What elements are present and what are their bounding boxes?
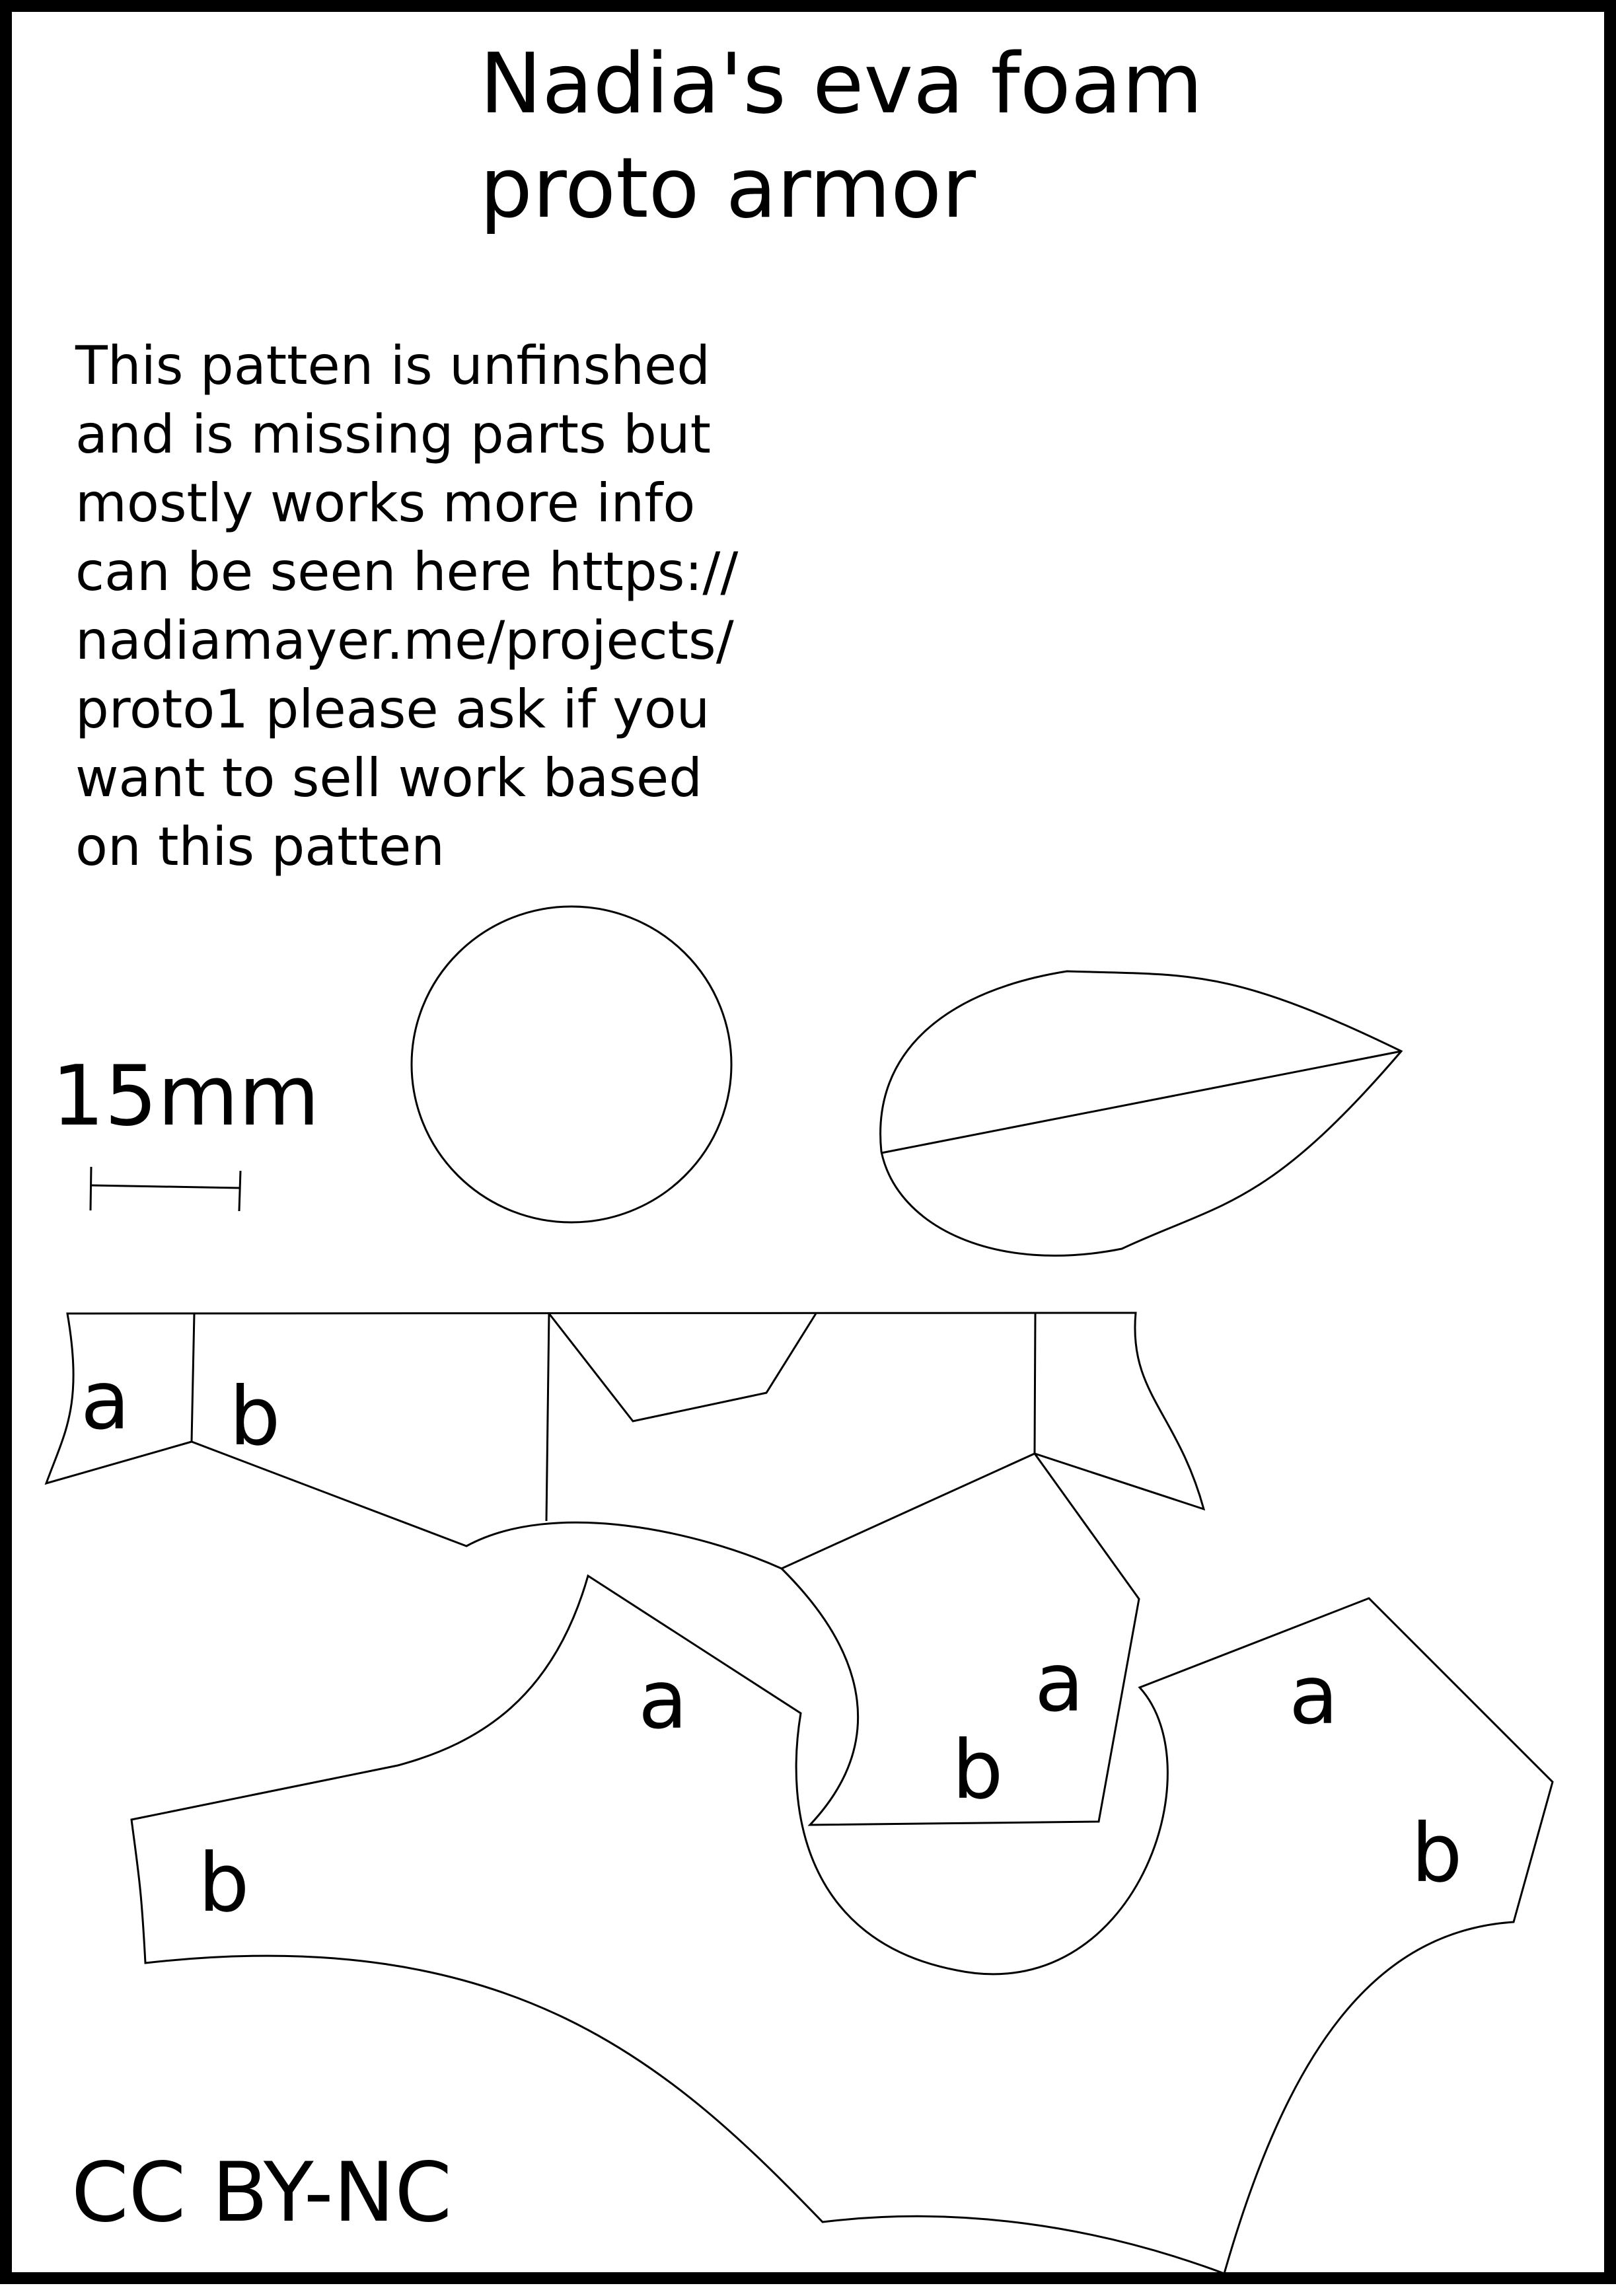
- upper-strip-outline: [44, 1312, 1206, 1570]
- label-a-right-piece: a: [1289, 1648, 1339, 1742]
- scale-label: 15mm: [52, 1047, 320, 1144]
- upper-strip-seam-2: [545, 1313, 550, 1522]
- leaf-piece: [879, 970, 1403, 1257]
- upper-strip-flap: [780, 1453, 1140, 1826]
- upper-strip-pieces: [44, 1312, 1206, 1826]
- pattern-drawing: a b a b a b a b: [44, 905, 1554, 2275]
- label-a-large-piece: a: [638, 1653, 688, 1747]
- upper-strip-seam-1: [190, 1313, 196, 1442]
- pattern-notice-text: This patten is unfinshed and is missing …: [75, 335, 739, 877]
- scale-bar-line: [91, 1184, 240, 1189]
- label-a-strip-left: a: [81, 1354, 130, 1448]
- leaf-piece-outline: [879, 970, 1403, 1257]
- scale-bar: [89, 1166, 242, 1212]
- leaf-piece-fold-line: [881, 1050, 1402, 1154]
- pattern-title: Nadia's eva foam proto armor: [480, 35, 1203, 237]
- large-curved-piece-outline: [130, 1574, 1554, 2275]
- label-b-large-piece: b: [198, 1836, 249, 1930]
- label-b-flap: b: [952, 1723, 1003, 1817]
- label-b-strip-left: b: [229, 1370, 280, 1463]
- scale-bar-right-tick: [238, 1170, 242, 1212]
- lower-pieces: [130, 1574, 1554, 2275]
- upper-strip-notch: [548, 1313, 817, 1423]
- label-b-right-piece: b: [1411, 1806, 1462, 1900]
- label-a-flap: a: [1035, 1636, 1084, 1730]
- license-text: CC BY-NC: [71, 2145, 452, 2240]
- circle-piece: [410, 905, 733, 1224]
